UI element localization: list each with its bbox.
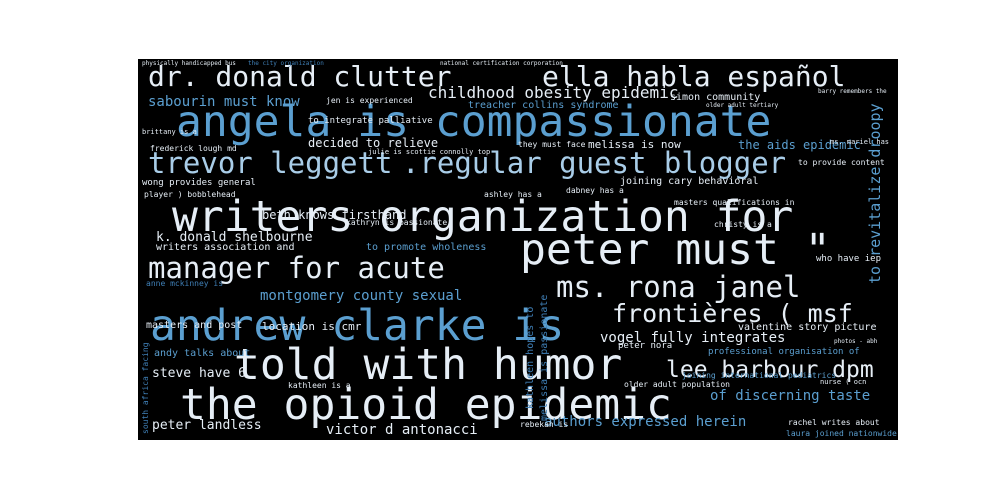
word-cloud-word: andy talks about bbox=[154, 348, 251, 359]
word-cloud-word: melissa is passionate bbox=[539, 294, 550, 421]
word-cloud-word: valentine story picture bbox=[738, 322, 877, 333]
word-cloud-word: to promote wholeness bbox=[366, 242, 487, 253]
word-cloud-word: andrew clarke is bbox=[150, 301, 565, 351]
word-cloud-word: frederick lough md bbox=[150, 144, 237, 153]
word-cloud-word: julie is scottie connolly top bbox=[368, 148, 491, 156]
word-cloud-word: peter landless bbox=[152, 418, 262, 433]
word-cloud-word: who have iep bbox=[816, 254, 882, 264]
word-cloud-word: sabourin must know bbox=[148, 94, 300, 110]
word-cloud-word: older adult tertiary bbox=[706, 102, 779, 109]
word-cloud-word: childhood obesity epidemic bbox=[428, 83, 679, 102]
word-cloud-word: angela is compassionate bbox=[176, 97, 772, 147]
word-cloud-word: south africa facing bbox=[141, 342, 150, 434]
word-cloud-word: christy is a bbox=[714, 220, 772, 229]
word-cloud-word: wong provides general bbox=[142, 178, 256, 188]
word-cloud-word: rachel writes about bbox=[788, 418, 880, 427]
word-cloud-word: older adult population bbox=[624, 380, 730, 389]
word-cloud-word: kathleen hopes to bbox=[525, 306, 536, 409]
word-cloud-word: steve have 6 bbox=[152, 366, 246, 381]
word-cloud: angela is compassionate writers organiza… bbox=[138, 59, 898, 440]
word-cloud-word: to provide content bbox=[798, 158, 885, 167]
word-cloud-word: authors expressed herein bbox=[544, 414, 747, 430]
word-cloud-word: told with humor bbox=[234, 340, 623, 390]
word-cloud-word: victor d antonacci bbox=[326, 422, 478, 438]
word-cloud-word: of discerning taste bbox=[710, 388, 871, 404]
word-cloud-word: ashley has a bbox=[484, 190, 542, 199]
word-cloud-word: writers organization for bbox=[172, 192, 794, 242]
word-cloud-word: the aids epidemic bbox=[738, 138, 861, 152]
word-cloud-word: rebekah is bbox=[520, 420, 569, 429]
word-cloud-word: peter must " bbox=[520, 225, 831, 275]
word-cloud-word: treacher collins syndrome bbox=[468, 100, 619, 111]
word-cloud-word: frontières ( msf bbox=[612, 299, 853, 328]
word-cloud-word: trevor leggett bbox=[148, 146, 393, 180]
word-cloud-word: ms. mariel has bbox=[830, 138, 890, 146]
word-cloud-word: national certification corporation bbox=[440, 60, 563, 67]
word-cloud-word: the opioid epidemic bbox=[180, 380, 672, 430]
word-cloud-word: manager for acute bbox=[148, 251, 445, 285]
word-cloud-word: decided to relieve bbox=[308, 136, 439, 150]
word-cloud-word: nurse ( ocn bbox=[820, 378, 867, 386]
word-cloud-word: lee barbour dpm bbox=[666, 357, 874, 383]
word-cloud-word: masters qualifications in bbox=[674, 198, 795, 207]
word-cloud-word: ms. rona janel bbox=[556, 270, 801, 304]
word-cloud-word: peter nora bbox=[618, 341, 673, 351]
word-cloud-word: to integrate palliative bbox=[308, 116, 433, 126]
word-cloud-word: joining international pediatrics bbox=[682, 371, 837, 380]
word-cloud-word: photos - abh bbox=[834, 338, 878, 345]
word-cloud-word: dr. donald clutter bbox=[148, 60, 452, 93]
word-cloud-word: jen is experienced bbox=[326, 96, 413, 105]
word-cloud-word: professional organisation of bbox=[708, 347, 860, 357]
word-cloud-word: simon community bbox=[670, 92, 761, 103]
word-cloud-word: k. donald shelbourne bbox=[156, 230, 313, 245]
word-cloud-word: player ) bobblehead bbox=[144, 190, 236, 199]
word-cloud-word: montgomery county sexual bbox=[260, 288, 463, 304]
word-cloud-word: location is cmr bbox=[262, 320, 362, 333]
word-cloud-word: brittany is a bbox=[142, 128, 197, 136]
word-cloud-word: melissa is now bbox=[588, 138, 681, 151]
word-cloud-word: barry remembers the bbox=[818, 88, 887, 95]
word-cloud-word: masters and post bbox=[146, 320, 243, 331]
word-cloud-word: anne mckinney is bbox=[146, 279, 224, 288]
word-cloud-word: kathleen is a bbox=[288, 381, 351, 390]
word-cloud-word: joining cary behavioral bbox=[620, 176, 759, 187]
word-cloud-word: beth knows firsthand bbox=[262, 208, 407, 222]
word-cloud-word: writers association and bbox=[156, 242, 295, 253]
word-cloud-word: kathryn is passionate bbox=[346, 218, 448, 227]
word-cloud-word: the city organization bbox=[248, 60, 324, 67]
word-cloud-word: ella habla español bbox=[542, 60, 846, 93]
word-cloud-word: vogel fully integrates bbox=[600, 330, 786, 346]
word-cloud-word: dabney has a bbox=[566, 186, 624, 195]
word-cloud-word: physically handicapped bus bbox=[142, 60, 236, 67]
word-cloud-word: laura joined nationwide bbox=[786, 429, 897, 438]
word-cloud-word: they must face bbox=[518, 140, 586, 149]
word-cloud-word: .regular guest blogger bbox=[402, 146, 787, 180]
